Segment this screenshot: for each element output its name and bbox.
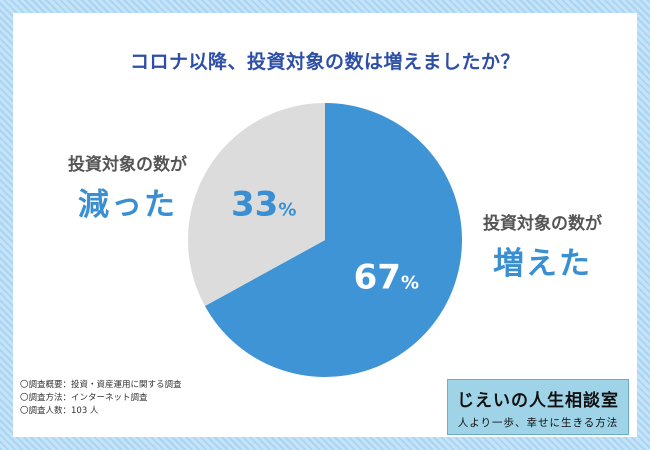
label-decreased-big: 減った — [78, 187, 177, 223]
pie-slice-1 — [188, 103, 325, 307]
pie-value-label-1: 33% — [231, 185, 296, 225]
survey-note: 〇調査概要：投資・資産運用に関する調査 — [20, 380, 182, 390]
pie-value-label-0: 67% — [354, 257, 419, 297]
brand-badge: じえいの人生相談室 人より一歩、幸せに生きる方法 — [447, 379, 629, 435]
label-increased-big: 増えた — [493, 246, 592, 282]
label-increased: 投資対象の数が 増えた — [455, 209, 630, 283]
label-increased-small: 投資対象の数が — [483, 214, 602, 234]
label-decreased-small: 投資対象の数が — [68, 155, 187, 175]
label-decreased: 投資対象の数が 減った — [40, 150, 215, 224]
brand-tagline: 人より一歩、幸せに生きる方法 — [457, 417, 619, 429]
pie-slice-0 — [204, 103, 462, 377]
survey-note: 〇調査方法：インターネット調査 — [20, 393, 148, 403]
brand-name: じえいの人生相談室 — [457, 391, 619, 411]
chart-title: コロナ以降、投資対象の数は増えましたか？ — [129, 51, 520, 73]
survey-notes: 〇調査概要：投資・資産運用に関する調査 〇調査方法：インターネット調査 〇調査人… — [20, 379, 182, 418]
survey-note: 〇調査人数：103 人 — [20, 406, 99, 416]
